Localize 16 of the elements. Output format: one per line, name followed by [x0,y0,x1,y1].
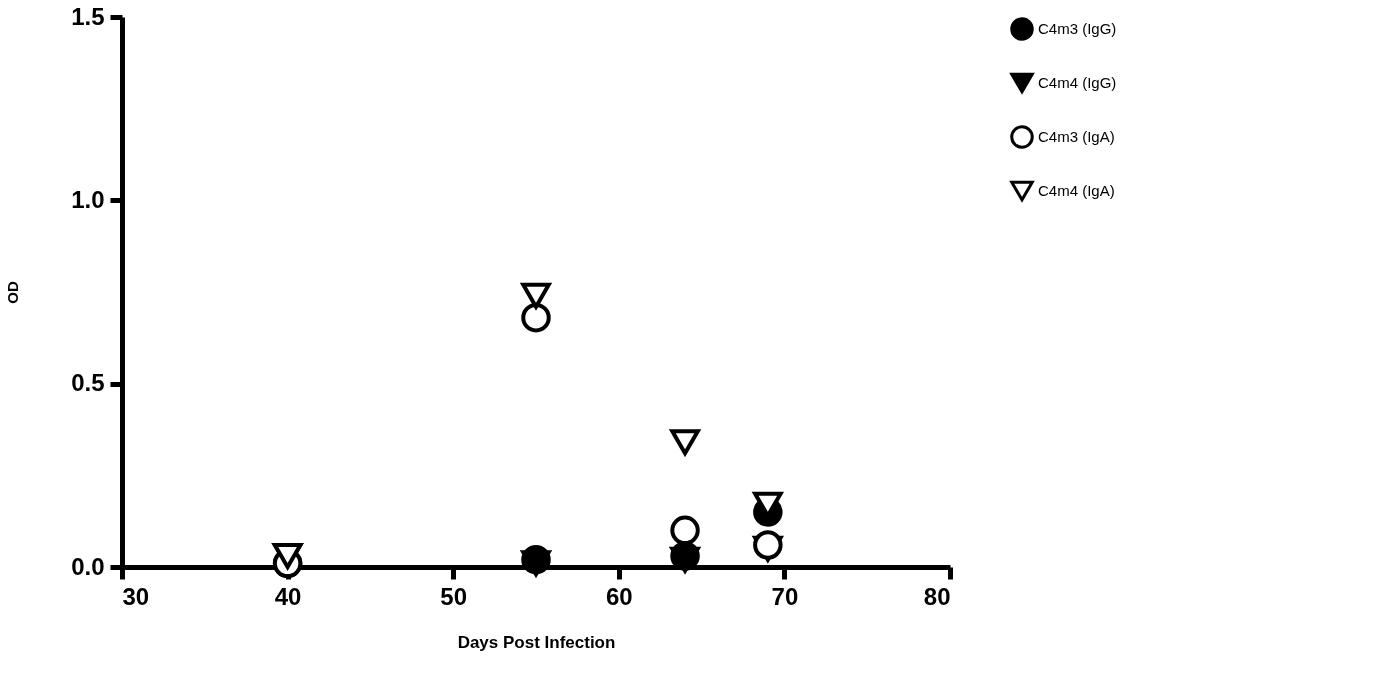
y-tick-label: 0.0 [71,552,105,580]
legend-label: C4m4 (IgG) [1038,74,1117,91]
legend-label: C4m3 (IgA) [1038,128,1115,145]
y-axis-title: OD [4,281,22,304]
y-tick-label: 1.5 [71,2,105,30]
x-tick-label: 40 [274,582,302,610]
x-tick-label: 80 [923,582,951,610]
legend-label: C4m3 (IgG) [1038,20,1117,37]
x-axis-title: Days Post Infection [457,632,616,652]
y-tick-label: 1.0 [71,185,105,213]
legend-label: C4m4 (IgA) [1038,182,1115,199]
y-tick-label: 0.5 [71,369,105,397]
x-tick-label: 60 [605,582,633,610]
x-tick-label: 70 [771,582,799,610]
x-tick-label: 50 [440,582,468,610]
x-tick-label: 30 [122,582,150,610]
